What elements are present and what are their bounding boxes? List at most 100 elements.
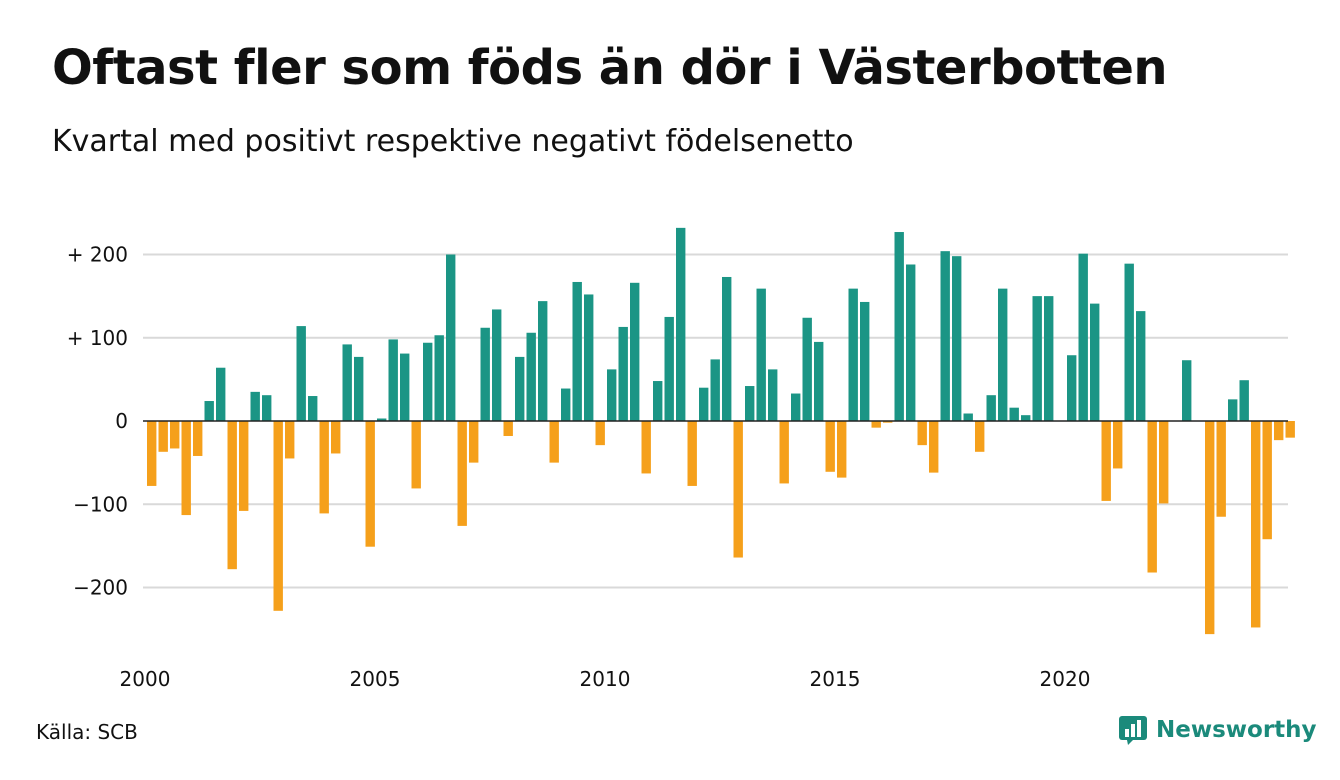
bar-negative [181,421,191,516]
bar-positive [940,251,950,421]
x-tick-label: 2020 [1040,667,1091,691]
bar-negative [170,421,180,449]
bar-negative [503,421,513,436]
bar-negative [1285,421,1295,438]
bar-negative [549,421,559,463]
bar-negative [825,421,835,472]
bar-positive [572,281,582,421]
bar-positive [388,339,398,421]
bars [147,227,1295,635]
bar-positive [1228,399,1238,421]
bar-positive [342,344,352,421]
bar-positive [894,232,904,421]
bar-negative [641,421,651,474]
bar-negative [158,421,168,452]
bar-positive [492,309,502,421]
bar-negative [365,421,375,547]
bar-positive [354,356,364,421]
bar-positive [446,254,456,421]
bar-negative [1251,421,1261,628]
x-tick-label: 2015 [810,667,861,691]
bar-positive [377,418,387,421]
bar-positive [1182,360,1192,421]
y-tick-label: −200 [73,576,128,600]
bar-negative [1101,421,1111,501]
bar-negative [1147,421,1157,573]
bar-positive [216,367,226,421]
bar-negative [457,421,467,526]
bar-positive [630,282,640,421]
brand-logo[interactable]: Newsworthy [1118,712,1317,748]
bar-positive [791,393,801,421]
bar-positive [526,332,536,421]
bar-positive [480,327,490,421]
bar-positive [699,387,709,421]
bar-positive [1021,415,1031,421]
bar-negative [193,421,203,456]
bar-positive [538,301,548,421]
bar-positive [756,288,766,421]
bar-positive [1044,296,1054,421]
y-tick-label: + 200 [67,243,128,267]
brand-name: Newsworthy [1156,717,1317,743]
bar-positive [963,413,973,421]
bar-positive [814,341,824,421]
x-tick-label: 2000 [120,667,171,691]
bar-positive [1124,263,1134,421]
bar-positive [296,326,306,421]
bar-positive [722,276,732,421]
x-tick-label: 2005 [350,667,401,691]
bar-positive [1090,303,1100,421]
chart-title: Oftast fler som föds än dör i Västerbott… [52,40,1168,96]
bar-positive [250,391,260,421]
bar-positive [745,386,755,421]
y-tick-label: 0 [115,409,128,433]
bar-positive [676,227,686,421]
bar-negative [147,421,157,486]
bar-positive [802,317,812,421]
bar-positive [400,353,410,421]
bar-negative [331,421,341,454]
bar-positive [986,395,996,421]
bar-negative [733,421,743,558]
bar-positive [1032,296,1042,421]
bar-positive [434,335,444,421]
bar-negative [917,421,927,446]
bar-negative [1262,421,1272,540]
bar-negative [1159,421,1169,504]
bar-positive [1239,380,1249,421]
y-axis-ticks: + 200 + 100 0 −100 −200 [67,243,128,600]
bar-positive [998,288,1008,421]
bar-negative [285,421,295,459]
bar-positive [515,356,525,421]
chart-subtitle: Kvartal med positivt respektive negativt… [52,124,854,159]
bar-positive [204,401,214,421]
bar-positive [860,301,870,421]
bar-negative [1216,421,1226,517]
x-axis-ticks: 2000 2005 2010 2015 2020 [120,667,1091,691]
bar-negative [871,421,881,428]
bar-negative [883,421,893,423]
bar-positive [607,369,617,421]
bar-positive [1136,311,1146,421]
bar-negative [469,421,479,463]
bar-positive [1067,355,1077,421]
bar-positive [1009,407,1019,421]
bar-positive [664,316,674,421]
bar-positive [768,369,778,421]
bar-negative [319,421,329,514]
source-note: Källa: SCB [36,720,138,744]
bar-positive [262,395,272,421]
bar-negative [239,421,249,511]
bar-negative [273,421,283,611]
bar-negative [837,421,847,478]
bar-negative [687,421,697,486]
bar-positive [561,388,571,421]
bar-positive [618,326,628,421]
x-tick-label: 2010 [580,667,631,691]
bar-positive [584,294,594,421]
bar-positive [653,381,663,421]
bar-positive [710,359,720,421]
bar-positive [308,396,318,421]
